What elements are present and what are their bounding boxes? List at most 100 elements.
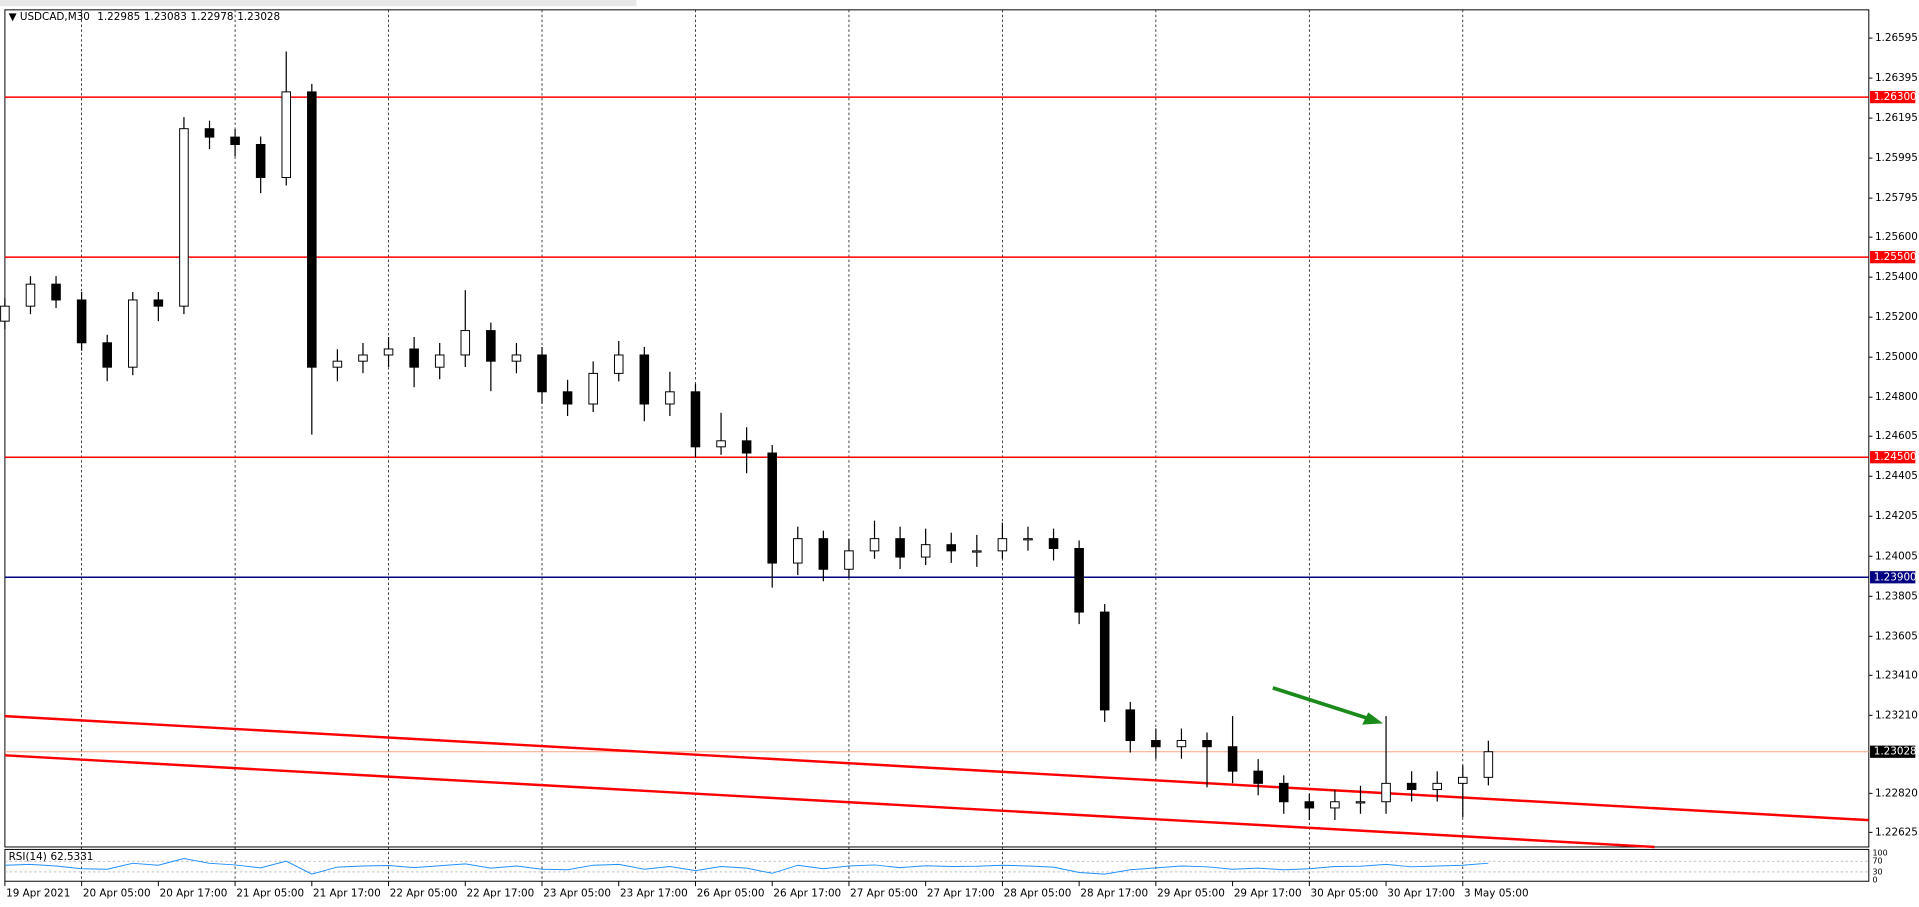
rsi-tick-label: 100	[1872, 849, 1887, 858]
arrow-head	[1362, 712, 1383, 725]
x-tick-label: 30 Apr 17:00	[1387, 887, 1455, 899]
y-tick-label: 1.22625	[1875, 826, 1918, 838]
arrow-shaft	[1272, 686, 1369, 721]
candle-body	[844, 550, 854, 570]
close-value: 1.23028	[237, 11, 280, 23]
candle-body	[1355, 801, 1366, 804]
x-tick-label: 27 Apr 05:00	[850, 887, 918, 899]
rsi-tick-label: 0	[1872, 876, 1877, 885]
candle-body	[818, 538, 829, 570]
rsi-line	[4, 857, 1489, 875]
candle-body	[281, 91, 292, 179]
rsi-value: 62.5331	[50, 851, 93, 863]
candle-body	[358, 354, 368, 362]
candle-body	[562, 391, 573, 405]
x-tick-label: 20 Apr 05:00	[83, 887, 151, 899]
rsi-tick-label: 30	[1872, 867, 1882, 876]
candle-body	[1125, 709, 1136, 742]
candle-body	[690, 391, 701, 448]
candle-body	[613, 354, 624, 374]
y-tick-label: 1.25400	[1875, 271, 1918, 283]
y-tick-label: 1.23210	[1875, 709, 1918, 721]
x-tick-label: 20 Apr 17:00	[160, 887, 228, 899]
candle-body	[179, 128, 189, 307]
y-tick-label: 1.22820	[1875, 787, 1918, 799]
x-tick-label: 29 Apr 05:00	[1157, 887, 1225, 899]
candle-body	[997, 538, 1008, 552]
candle-body	[1304, 801, 1315, 809]
candle-body	[1406, 782, 1417, 791]
candle-body	[76, 299, 87, 344]
y-tick-label: 1.24005	[1875, 550, 1918, 562]
x-tick-label: 21 Apr 17:00	[313, 887, 381, 899]
candle-body	[920, 544, 931, 558]
candle-body	[1176, 740, 1187, 748]
x-tick-label: 22 Apr 05:00	[390, 887, 458, 899]
y-tick-label: 1.24205	[1875, 510, 1918, 522]
candle-body	[230, 136, 240, 145]
level-label-box	[1870, 571, 1916, 584]
candle-body	[1458, 776, 1468, 784]
rsi-label: RSI(14)	[9, 851, 47, 863]
y-tick-label: 1.25995	[1875, 152, 1918, 164]
annotation-arrow	[1272, 686, 1383, 725]
candle-body	[639, 354, 650, 405]
x-tick-label: 22 Apr 17:00	[467, 887, 535, 899]
y-tick-label: 1.25600	[1875, 231, 1918, 243]
x-tick-label: 27 Apr 17:00	[927, 887, 995, 899]
x-tick-label: 21 Apr 05:00	[236, 887, 304, 899]
candle-body	[1278, 782, 1289, 803]
x-tick-label: 26 Apr 17:00	[773, 887, 841, 899]
candle-body	[25, 283, 36, 307]
candle-body	[383, 348, 394, 356]
plot-frame	[4, 9, 1870, 848]
candle-body	[1227, 746, 1238, 772]
x-tick-label: 23 Apr 17:00	[620, 887, 688, 899]
marks	[0, 51, 1869, 875]
level-label: 1.26300	[1874, 91, 1917, 103]
trend-line	[4, 714, 1869, 822]
candle-body	[332, 360, 343, 368]
candle-body	[486, 330, 496, 362]
y-tick-label: 1.25795	[1875, 192, 1918, 204]
rsi-frame	[4, 848, 1870, 882]
current-price-label: 1.23028	[1874, 746, 1917, 758]
candle-body	[793, 538, 803, 564]
candle-body	[128, 299, 138, 368]
candle-body	[0, 305, 10, 322]
candle-body	[1099, 611, 1110, 711]
y-tick-label: 1.25200	[1875, 311, 1918, 323]
x-tick-label: 28 Apr 05:00	[1004, 887, 1072, 899]
candle-body	[1048, 538, 1059, 549]
symbol: ▼	[9, 11, 20, 23]
candle-body	[204, 128, 215, 138]
candle-body	[1483, 751, 1494, 778]
y-tick-label: 1.23605	[1875, 630, 1918, 642]
candle-body	[665, 391, 675, 405]
y-tick-label: 1.26595	[1875, 32, 1918, 44]
candle-body	[102, 342, 112, 368]
candle-body	[741, 440, 752, 454]
current-price-box	[1870, 745, 1916, 758]
y-tick-label: 1.23805	[1875, 590, 1918, 602]
candle-body	[1253, 770, 1263, 784]
y-tick-label: 1.24405	[1875, 470, 1918, 482]
candle-body	[511, 354, 522, 362]
title: USDCAD,M30	[20, 11, 90, 23]
level-label: 1.25500	[1874, 251, 1917, 263]
level-label: 1.24500	[1874, 451, 1917, 463]
candle-body	[767, 452, 777, 564]
x-tick-label: 19 Apr 2021	[6, 887, 70, 899]
candle-body	[1074, 547, 1084, 613]
candle-body	[895, 538, 905, 558]
low-value: 1.22978	[191, 11, 234, 23]
candle-body	[51, 283, 61, 301]
candle-body	[1432, 782, 1442, 791]
candle-body	[1330, 801, 1340, 809]
y-tick-label: 1.23410	[1875, 669, 1918, 681]
chart-header: ▼ USDCAD,M30 1.22985 1.23083 1.22978 1.23028	[9, 11, 281, 23]
y-tick-label: 1.26195	[1875, 112, 1918, 124]
candle-body	[255, 144, 266, 179]
candle-body	[1381, 782, 1391, 803]
